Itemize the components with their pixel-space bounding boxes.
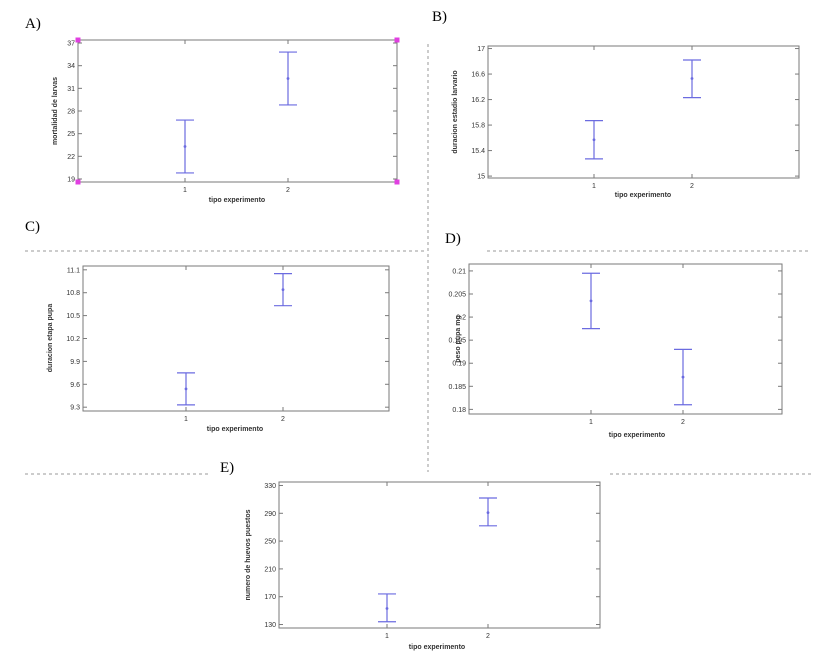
y-tick-label: 31	[67, 86, 75, 93]
mean-point	[385, 607, 389, 610]
interval-mark-1	[378, 593, 396, 623]
plot-frame	[487, 45, 800, 179]
panel-letter: E)	[220, 460, 234, 476]
y-tick-label: 22	[67, 154, 75, 161]
y-tick-label: 0.205	[448, 292, 466, 299]
interval-mark-2	[479, 497, 497, 527]
y-tick-label: 0.21	[452, 268, 466, 275]
x-axis-label: tipo experimento	[409, 644, 465, 651]
y-tick-label: 0.2	[456, 315, 466, 322]
chart-panel-e: E) 130 170 210 250 290 330 1 2 tipo experimento nu…	[220, 460, 601, 651]
y-tick-label: 25	[67, 131, 75, 138]
mean-point	[281, 288, 285, 292]
interval-mark-1	[585, 120, 603, 160]
mean-point	[286, 77, 290, 80]
y-tick-label: 11.1	[67, 267, 80, 274]
mean-point	[589, 299, 593, 303]
x-tick-label: 2	[281, 416, 285, 423]
y-tick-label: 0.18	[452, 407, 466, 414]
y-tick-label: 19	[67, 176, 75, 183]
y-tick-label: 9.6	[70, 382, 80, 389]
y-tick-label: 34	[67, 63, 75, 70]
y-tick-label: 9.9	[70, 359, 80, 366]
y-tick-label: 9.3	[70, 405, 80, 412]
y-tick-label: 15	[477, 174, 485, 181]
mean-point	[681, 375, 685, 379]
mean-point	[592, 138, 596, 142]
y-tick-label: 290	[264, 511, 276, 518]
x-axis-label: tipo experimento	[209, 197, 265, 204]
y-tick-label: 10.8	[66, 290, 80, 297]
y-tick-label: 0.185	[448, 384, 466, 391]
selection-handle	[394, 37, 400, 43]
mean-point	[690, 77, 694, 80]
interval-mark-2	[279, 51, 297, 106]
selection-handle	[75, 179, 81, 185]
x-tick-label: 2	[681, 419, 685, 426]
panel-letter: A)	[25, 16, 41, 32]
y-tick-label: 17	[477, 46, 485, 53]
x-tick-label: 1	[184, 416, 188, 423]
y-tick-label: 0.195	[448, 338, 466, 345]
plot-frame	[278, 481, 601, 629]
interval-mark-1	[582, 272, 600, 330]
mean-point	[486, 511, 490, 514]
y-axis-label: mortalidad de larvas	[52, 77, 59, 145]
plot-frame	[82, 265, 390, 412]
x-tick-label: 2	[690, 183, 694, 190]
x-axis-label: tipo experimento	[207, 426, 263, 433]
interval-mark-2	[674, 348, 692, 406]
x-tick-label: 1	[589, 419, 593, 426]
plot-frame	[468, 263, 783, 415]
y-tick-label: 10.5	[66, 313, 80, 320]
x-axis-label: tipo experimento	[609, 432, 665, 439]
y-tick-label: 0.19	[452, 361, 466, 368]
y-axis-label: duracion estadio larvario	[452, 70, 459, 153]
mean-point	[184, 387, 188, 391]
y-tick-label: 210	[264, 566, 276, 573]
y-axis-label: numero de huevos puestos	[245, 509, 252, 600]
y-axis-label: duracion etapa pupa	[47, 304, 54, 373]
y-tick-label: 10.2	[66, 336, 80, 343]
selection-handle	[75, 37, 81, 43]
x-tick-label: 2	[486, 633, 490, 640]
interval-mark-2	[274, 273, 292, 307]
plot-frame	[77, 39, 398, 183]
x-axis-label: tipo experimento	[615, 192, 671, 199]
y-tick-label: 15.4	[471, 148, 485, 155]
y-tick-label: 170	[264, 594, 276, 601]
interval-mark-1	[177, 372, 195, 406]
x-tick-label: 1	[592, 183, 596, 190]
y-tick-label: 28	[67, 109, 75, 116]
mean-point	[183, 145, 187, 148]
chart-panel-b: B) 15 15.4 15.8 16.2 16.6 17 1 2 tipo experimento…	[432, 9, 800, 199]
y-tick-label: 330	[264, 483, 276, 490]
panel-letter: C)	[25, 219, 40, 235]
chart-panel-d: D) 0.18 0.185 0.19 0.195 0.2 0.205 0.21 1 2 tipo e…	[445, 231, 783, 439]
selection-handle	[394, 179, 400, 185]
y-tick-label: 37	[67, 41, 75, 48]
x-tick-label: 1	[385, 633, 389, 640]
y-tick-label: 15.8	[471, 123, 485, 130]
chart-panel-a: A) 19 22 25 28 31 34 37 1 2 tipo experimento mortal…	[25, 16, 400, 204]
y-tick-label: 250	[264, 539, 276, 546]
x-tick-label: 2	[286, 187, 290, 194]
y-tick-label: 130	[264, 622, 276, 629]
panel-letter: B)	[432, 9, 447, 25]
chart-panel-c: C) 9.3 9.6 9.9 10.2 10.5 10.8 11.1 1 2 tipo experi…	[25, 219, 390, 433]
interval-mark-1	[176, 119, 194, 174]
y-tick-label: 16.2	[471, 97, 485, 104]
interval-mark-2	[683, 59, 701, 99]
y-axis-label: peso pupa mg	[455, 315, 462, 362]
panel-letter: D)	[445, 231, 461, 247]
x-tick-label: 1	[183, 187, 187, 194]
y-tick-label: 16.6	[471, 72, 485, 79]
